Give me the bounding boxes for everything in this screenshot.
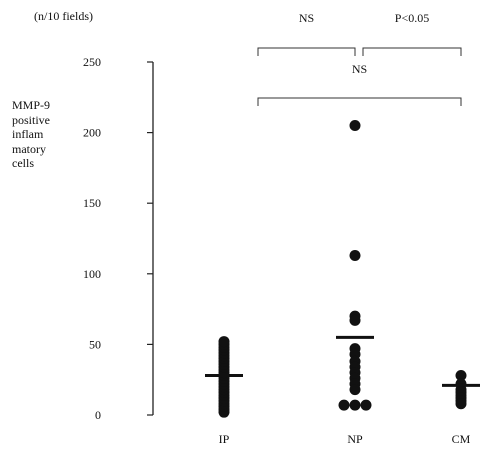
data-point xyxy=(338,399,350,411)
data-point xyxy=(349,399,361,411)
y-tick-label: 100 xyxy=(83,267,101,281)
y-axis-label: MMP-9 positive inflammatory cells xyxy=(12,98,51,170)
data-point xyxy=(218,336,230,348)
significance-bracket xyxy=(362,47,462,56)
y-unit-label: (n/10 fields) xyxy=(34,9,93,23)
data-point xyxy=(455,398,467,410)
x-category-label: IP xyxy=(219,432,230,446)
data-point xyxy=(349,120,361,132)
y-tick-label: 200 xyxy=(83,126,101,140)
significance-label: P<0.05 xyxy=(395,11,429,25)
y-tick-label: 0 xyxy=(95,408,101,422)
y-tick-label: 150 xyxy=(83,196,101,210)
x-category-label: CM xyxy=(452,432,471,446)
y-tick-label: 50 xyxy=(89,337,101,351)
x-category-label: NP xyxy=(347,432,363,446)
significance-bracket xyxy=(257,47,356,56)
data-point xyxy=(349,314,361,326)
data-point xyxy=(349,384,361,396)
significance-label: NS xyxy=(299,11,314,25)
significance-bracket xyxy=(257,97,462,106)
data-point xyxy=(455,369,467,381)
data-point xyxy=(349,249,361,261)
significance-label: NS xyxy=(352,62,367,76)
y-tick-label: 250 xyxy=(83,55,101,69)
data-point xyxy=(360,399,372,411)
